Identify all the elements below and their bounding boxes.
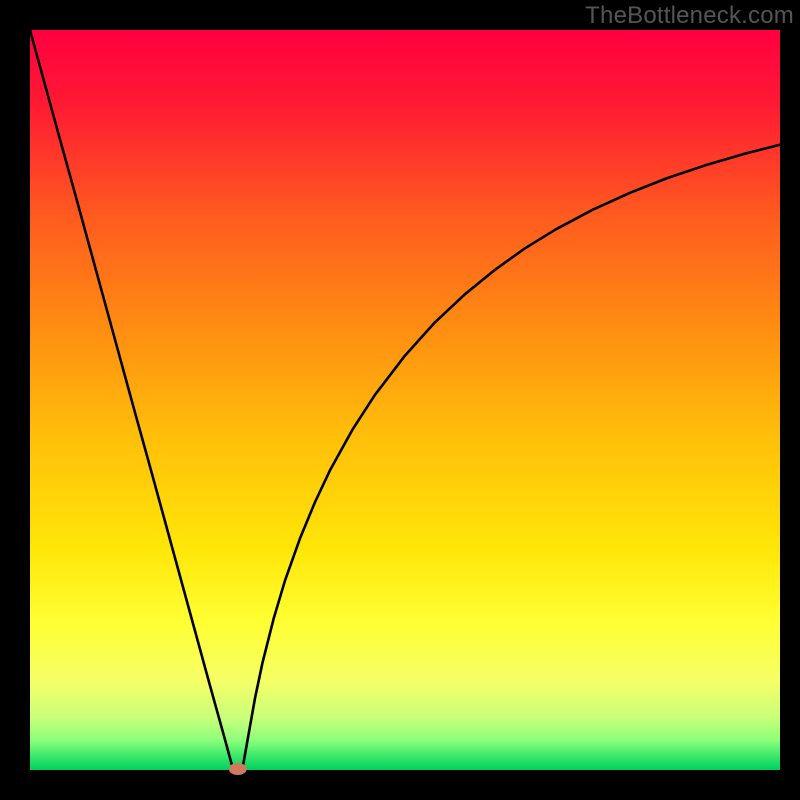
bottleneck-chart [0, 0, 800, 800]
chart-stage: TheBottleneck.com [0, 0, 800, 800]
minimum-marker [229, 763, 247, 775]
watermark-text: TheBottleneck.com [585, 2, 794, 30]
plot-background [30, 30, 780, 770]
